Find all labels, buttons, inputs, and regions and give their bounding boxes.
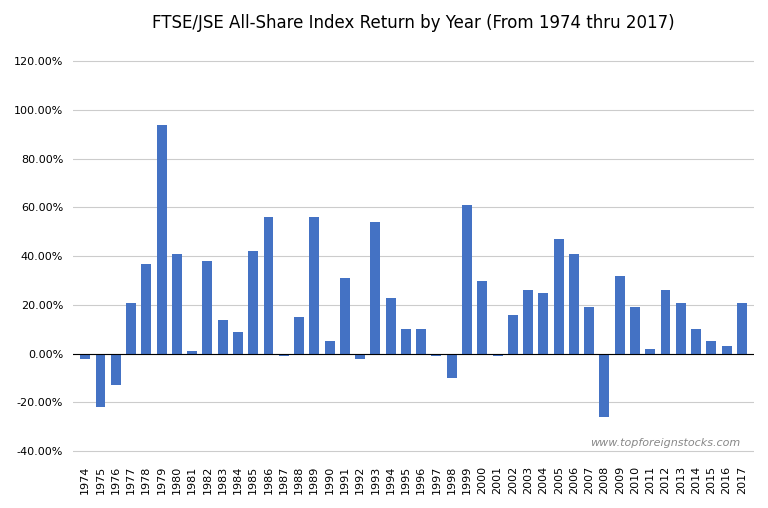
Bar <box>386 298 396 354</box>
Bar <box>217 320 227 354</box>
Bar <box>462 205 472 354</box>
Bar <box>492 354 502 356</box>
Bar <box>80 354 90 359</box>
Bar <box>722 346 732 354</box>
Bar <box>676 302 686 354</box>
Bar <box>523 290 533 354</box>
Bar <box>325 341 335 354</box>
Bar <box>187 351 197 354</box>
Bar <box>340 278 349 354</box>
Title: FTSE/JSE All-Share Index Return by Year (From 1974 thru 2017): FTSE/JSE All-Share Index Return by Year … <box>152 14 675 32</box>
Bar <box>141 264 151 354</box>
Bar <box>111 354 121 386</box>
Bar <box>447 354 457 378</box>
Bar <box>248 251 258 354</box>
Bar <box>614 276 624 354</box>
Bar <box>294 317 304 354</box>
Bar <box>310 217 319 354</box>
Bar <box>569 254 579 354</box>
Bar <box>707 341 717 354</box>
Bar <box>203 261 212 354</box>
Bar <box>600 354 610 417</box>
Bar <box>691 329 701 354</box>
Bar <box>477 280 487 354</box>
Bar <box>630 307 640 354</box>
Bar <box>95 354 105 407</box>
Bar <box>157 124 167 354</box>
Bar <box>355 354 365 359</box>
Bar <box>508 314 518 354</box>
Bar <box>126 302 136 354</box>
Bar <box>401 329 411 354</box>
Bar <box>370 222 380 354</box>
Text: www.topforeignstocks.com: www.topforeignstocks.com <box>591 438 740 448</box>
Bar <box>416 329 426 354</box>
Bar <box>172 254 182 354</box>
Bar <box>645 349 655 354</box>
Bar <box>432 354 442 356</box>
Bar <box>233 332 243 354</box>
Bar <box>554 239 564 354</box>
Bar <box>538 293 548 354</box>
Bar <box>263 217 273 354</box>
Bar <box>584 307 594 354</box>
Bar <box>737 302 746 354</box>
Bar <box>279 354 289 356</box>
Bar <box>660 290 670 354</box>
